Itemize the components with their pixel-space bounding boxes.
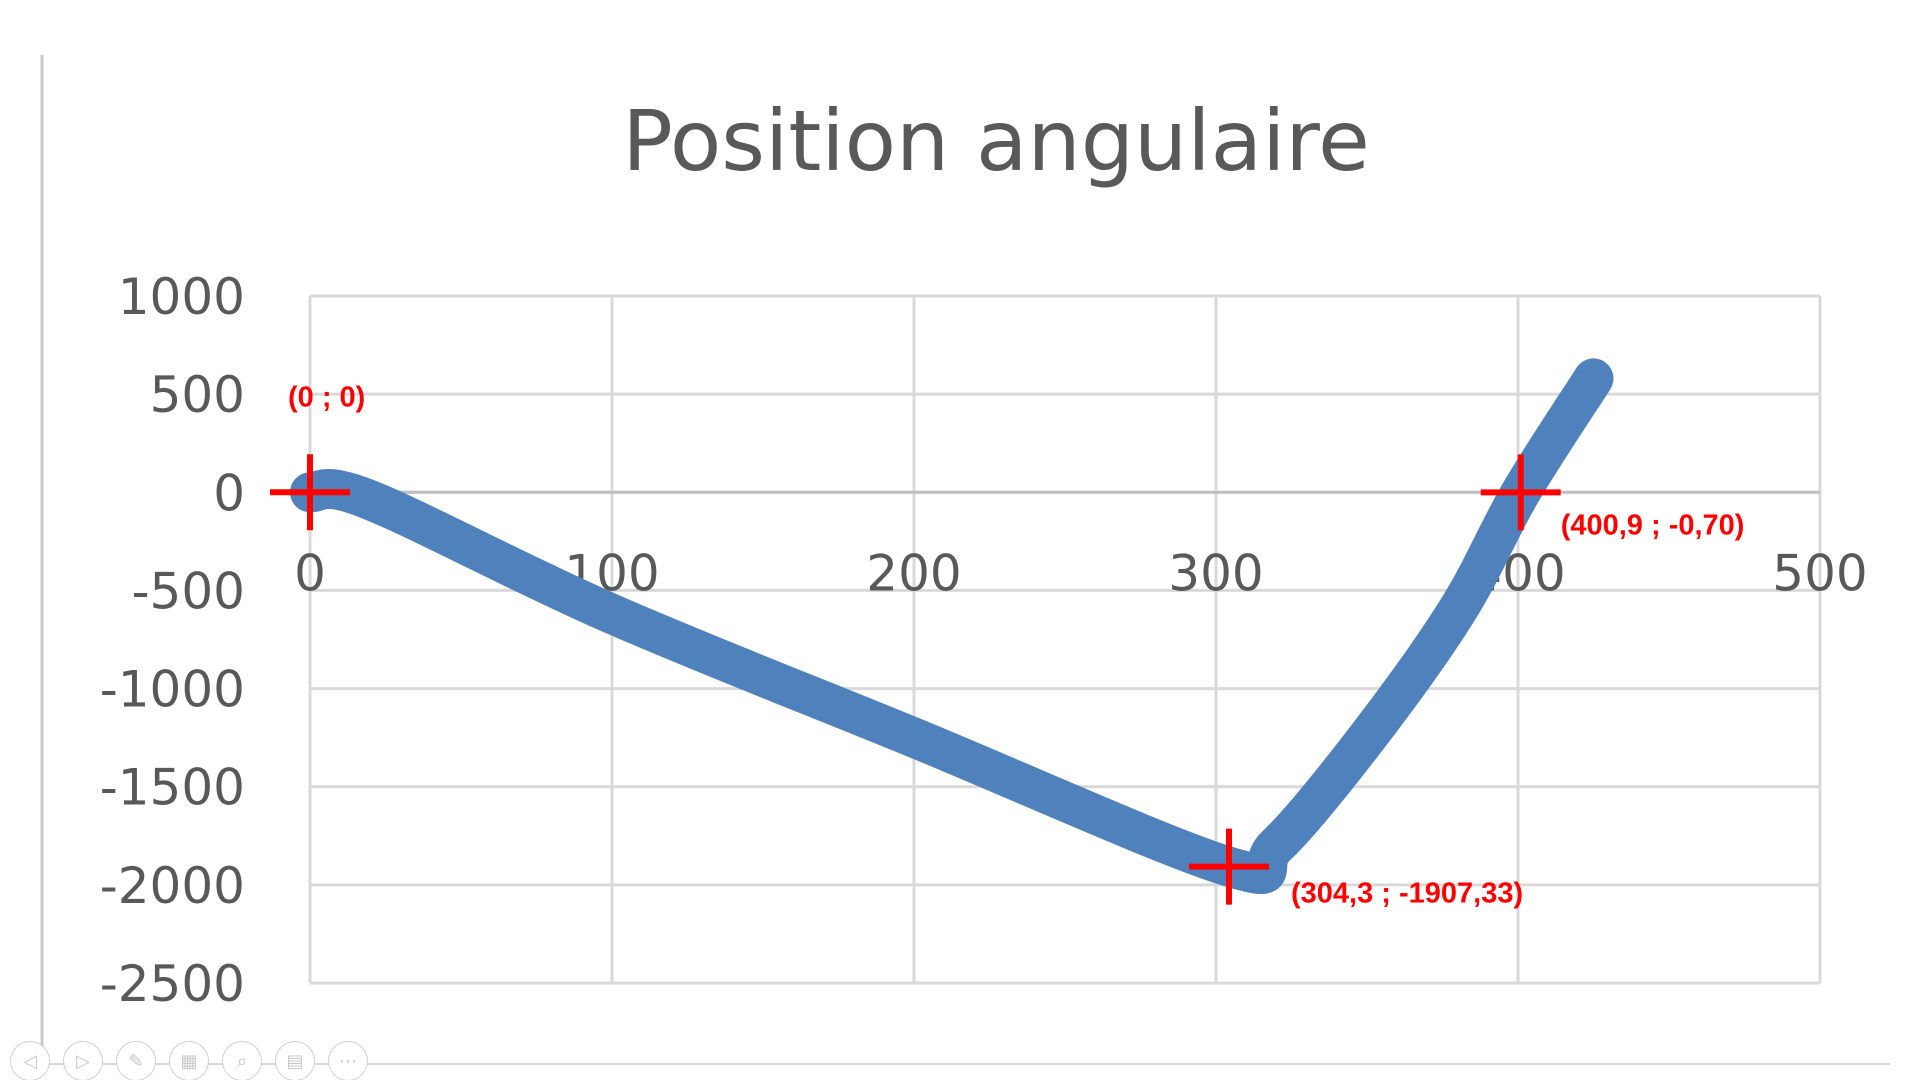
previous-slide-button[interactable]: ◁ <box>10 1041 50 1080</box>
more-options-button[interactable]: ⋯ <box>328 1041 368 1080</box>
series-layer <box>290 358 1614 894</box>
slides-icon: ▦ <box>180 1050 198 1072</box>
pen-icon: ✎ <box>128 1050 144 1072</box>
presentation-toolbar: ◁ ▷ ✎ ▦ ⌕ ▤ ⋯ <box>10 1041 368 1080</box>
zoom-button[interactable]: ⌕ <box>222 1041 262 1080</box>
y-tick-label: 1000 <box>118 268 245 326</box>
y-tick-label: -1500 <box>100 759 245 817</box>
chart-title: Position angulaire <box>622 92 1370 190</box>
tick-labels: 0 100 200 300 400 50010005000-500-1000-1500-2… <box>100 268 1868 1013</box>
x-tick-label: 0 <box>294 544 326 602</box>
more-icon: ⋯ <box>339 1050 357 1072</box>
annotation-label: (304,3 ; -1907,33) <box>1291 878 1523 910</box>
annotation-label: (0 ; 0) <box>288 381 365 413</box>
x-tick-label: 500 <box>1772 544 1867 602</box>
y-tick-label: -500 <box>132 562 245 620</box>
y-tick-label: -2500 <box>100 955 245 1013</box>
subtitles-button[interactable]: ▤ <box>275 1041 315 1080</box>
arrow-right-icon: ▷ <box>76 1050 90 1072</box>
magnifier-icon: ⌕ <box>236 1050 248 1072</box>
next-slide-button[interactable]: ▷ <box>63 1041 103 1080</box>
x-tick-label: 300 <box>1168 544 1263 602</box>
arrow-left-icon: ◁ <box>23 1050 37 1072</box>
pen-button[interactable]: ✎ <box>116 1041 156 1080</box>
y-tick-label: 500 <box>150 366 245 424</box>
x-tick-label: 200 <box>866 544 961 602</box>
y-tick-label: -1000 <box>100 661 245 719</box>
y-tick-label: -2000 <box>100 857 245 915</box>
slides-button[interactable]: ▦ <box>169 1041 209 1080</box>
annotations: (0 ; 0) (304,3 ; -1907,33) (400,9 ; -0,70) <box>270 381 1745 910</box>
y-tick-label: 0 <box>213 464 245 522</box>
subtitles-icon: ▤ <box>286 1050 304 1072</box>
annotation-label: (400,9 ; -0,70) <box>1561 509 1745 541</box>
series-line <box>290 358 1614 894</box>
